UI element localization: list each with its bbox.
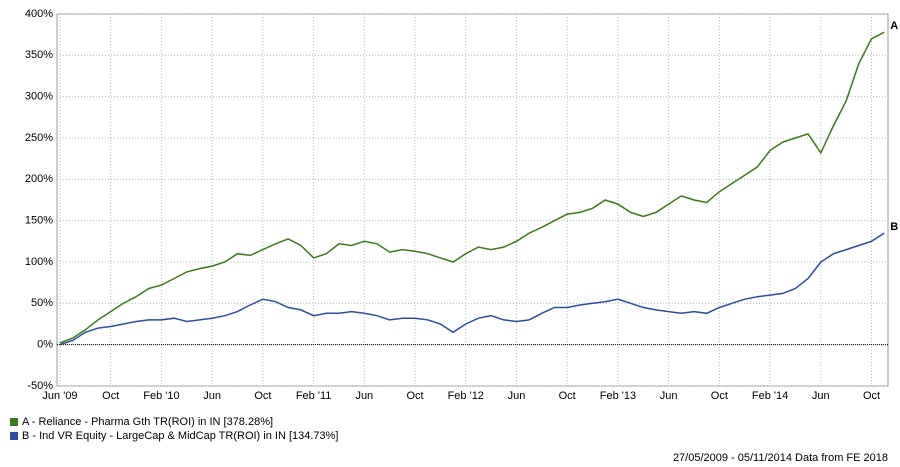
x-tick-label: Feb '12	[448, 390, 484, 402]
x-tick-label: Jun	[508, 390, 526, 402]
y-tick-label: 250%	[25, 132, 53, 144]
plot-area	[56, 13, 889, 387]
x-tick-label: Oct	[559, 390, 576, 402]
x-tick-label: Oct	[406, 390, 423, 402]
x-tick-label: Feb '13	[600, 390, 636, 402]
footer: 27/05/2009 - 05/11/2014 Data from FE 201…	[673, 452, 888, 464]
y-tick-label: 0%	[37, 339, 53, 351]
y-tick-label: 150%	[25, 215, 53, 227]
y-tick-label: 400%	[25, 8, 53, 20]
legend-swatch	[10, 432, 18, 440]
series-line	[59, 232, 885, 346]
y-tick-label: 50%	[31, 297, 53, 309]
y-tick-label: 350%	[25, 49, 53, 61]
x-tick-label: Feb '11	[296, 390, 332, 402]
x-tick-label: Oct	[863, 390, 880, 402]
x-tick-label: Jun	[203, 390, 221, 402]
series-end-label: A	[890, 20, 898, 32]
x-tick-label: Oct	[102, 390, 119, 402]
x-tick-label: Feb '10	[143, 390, 179, 402]
legend-label: B - Ind VR Equity - LargeCap & MidCap TR…	[22, 430, 338, 442]
legend-swatch	[10, 418, 18, 426]
x-tick-label: Jun	[812, 390, 830, 402]
series-end-label: B	[890, 221, 898, 233]
x-tick-label: Feb '14	[752, 390, 788, 402]
series-line	[59, 31, 885, 344]
y-tick-label: 300%	[25, 91, 53, 103]
x-tick-label: Jun '09	[42, 390, 77, 402]
legend-label: A - Reliance - Pharma Gth TR(ROI) in IN …	[22, 416, 273, 428]
y-tick-label: 100%	[25, 256, 53, 268]
x-tick-label: Jun	[355, 390, 373, 402]
x-tick-label: Jun	[660, 390, 678, 402]
y-tick-label: -50%	[27, 380, 53, 392]
x-tick-label: Oct	[711, 390, 728, 402]
x-tick-label: Oct	[254, 390, 271, 402]
y-tick-label: 200%	[25, 173, 53, 185]
